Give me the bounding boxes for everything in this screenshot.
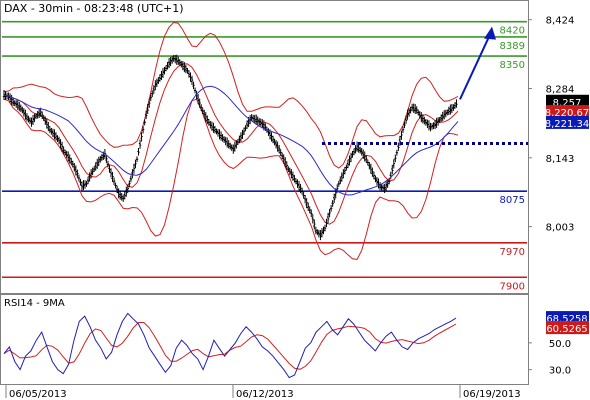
moving-average: [3, 85, 459, 196]
y-tick-label: 8,424: [546, 16, 575, 27]
rsi-marker-box: [546, 321, 589, 335]
trend-arrow: [459, 26, 496, 100]
rsi-title: RSI14 - 9MA: [4, 298, 65, 309]
y-axis: 8,424 8,284 8,143 8,003: [528, 16, 574, 234]
level-label-8420: 8420: [500, 26, 525, 37]
horizontal-levels: [2, 20, 527, 279]
price-marker-box: [546, 105, 589, 119]
rsi-marker-box: [546, 311, 589, 325]
price-bars: [2, 54, 458, 241]
price-marker-label: 8,257: [553, 98, 582, 109]
y-tick-label: 8,284: [546, 85, 575, 96]
x-tick-label: 06/12/2013: [236, 389, 294, 400]
price-marker-box: [546, 115, 589, 129]
rsi-y-tick-label: 30.0: [549, 366, 571, 377]
level-label-7970: 7970: [500, 247, 525, 258]
price-marker-box: [546, 94, 589, 108]
x-tick-label: 06/05/2013: [9, 389, 67, 400]
chart-title: DAX - 30min - 08:23:48 (UTC+1): [4, 2, 184, 15]
rsi-panel: [0, 294, 529, 385]
rsi-line: [3, 312, 457, 379]
level-label-8389: 8389: [500, 41, 525, 52]
level-label-8075: 8075: [500, 195, 525, 206]
middle-band: [3, 63, 459, 225]
x-axis: 06/05/2013 06/12/2013 06/19/2013: [5, 384, 521, 400]
y-tick-label: 8,003: [546, 223, 575, 234]
rsi-y-tick-label: 50.0: [549, 339, 571, 350]
upper-band: [3, 21, 459, 169]
main-panel: [0, 0, 529, 294]
lower-band: [3, 98, 459, 260]
price-marker-label: 8,220.67: [545, 108, 590, 119]
arrow-shaft: [459, 34, 491, 100]
arrow-head: [484, 26, 496, 40]
rsi-axis: 50.0 30.0: [528, 339, 571, 377]
rsi-marker-label: 60.5265: [546, 324, 587, 335]
rsi-marker-label: 68.5258: [546, 314, 587, 325]
long-moving-average: [3, 85, 459, 196]
horizontal-level-labels: 8420 8389 8350 8075 7970 7900: [500, 26, 525, 293]
level-label-8350: 8350: [500, 60, 525, 71]
y-tick-label: 8,143: [546, 154, 575, 165]
x-tick-label: 06/19/2013: [463, 389, 521, 400]
rsi-lines: [3, 312, 457, 379]
bollinger-bands: [3, 21, 459, 260]
level-label-7900: 7900: [500, 281, 525, 292]
price-marker-label: 8,221.34: [545, 119, 590, 130]
